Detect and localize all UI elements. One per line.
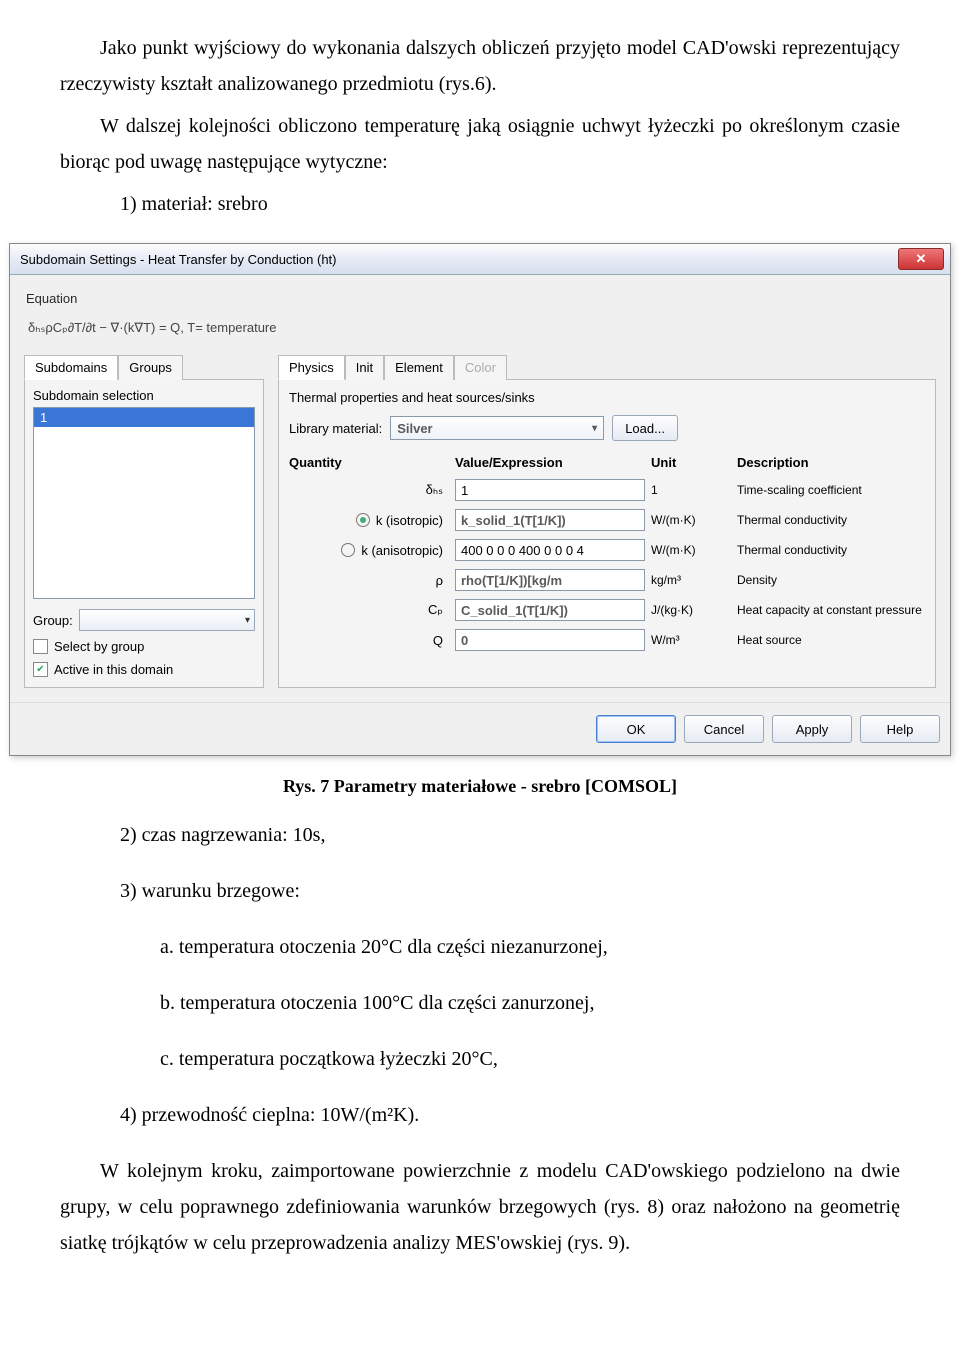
dialog-footer: OK Cancel Apply Help bbox=[10, 702, 950, 755]
subdomain-selection-label: Subdomain selection bbox=[33, 388, 255, 403]
paragraph-2: W dalszej kolejności obliczono temperatu… bbox=[60, 108, 900, 180]
document-intro: Jako punkt wyjściowy do wykonania dalszy… bbox=[0, 0, 960, 243]
tab-color[interactable]: Color bbox=[454, 355, 507, 380]
left-tabs: Subdomains Groups bbox=[24, 354, 264, 379]
properties-header: Quantity Value/Expression Unit Descripti… bbox=[289, 455, 925, 470]
left-panel: Subdomains Groups Subdomain selection 1 … bbox=[24, 354, 264, 688]
header-value: Value/Expression bbox=[455, 455, 645, 470]
subdomain-settings-dialog: Subdomain Settings - Heat Transfer by Co… bbox=[9, 243, 951, 756]
paragraph-1: Jako punkt wyjściowy do wykonania dalszy… bbox=[60, 30, 900, 102]
library-material-value: Silver bbox=[397, 421, 432, 436]
list-item-4: 4) przewodność cieplna: 10W/(m²K). bbox=[60, 1097, 900, 1133]
ok-button[interactable]: OK bbox=[596, 715, 676, 743]
equation-formula: δₕₛρCₚ∂T/∂t − ∇·(k∇T) = Q, T= temperatur… bbox=[26, 320, 934, 336]
select-by-group-checkbox[interactable] bbox=[33, 639, 48, 654]
equation-label: Equation bbox=[26, 291, 934, 306]
desc-label: Time-scaling coefficient bbox=[737, 483, 925, 497]
unit-label: W/m³ bbox=[651, 633, 731, 647]
qty-label: δₕₛ bbox=[426, 482, 443, 498]
help-button[interactable]: Help bbox=[860, 715, 940, 743]
list-item-2: 2) czas nagrzewania: 10s, bbox=[60, 817, 900, 853]
titlebar: Subdomain Settings - Heat Transfer by Co… bbox=[10, 244, 950, 275]
library-label: Library material: bbox=[289, 421, 382, 436]
physics-description: Thermal properties and heat sources/sink… bbox=[289, 390, 925, 405]
equation-section: Equation δₕₛρCₚ∂T/∂t − ∇·(k∇T) = Q, T= t… bbox=[24, 285, 936, 354]
tab-init[interactable]: Init bbox=[345, 355, 384, 380]
subdomain-listbox[interactable]: 1 bbox=[33, 407, 255, 599]
desc-label: Thermal conductivity bbox=[737, 543, 925, 557]
prop-row-k-aniso: k (anisotropic) 400 0 0 0 400 0 0 0 4 W/… bbox=[289, 538, 925, 562]
tab-physics[interactable]: Physics bbox=[278, 355, 345, 380]
value-input[interactable]: 1 bbox=[455, 479, 645, 501]
prop-row-delta: δₕₛ 1 1 Time-scaling coefficient bbox=[289, 478, 925, 502]
unit-label: J/(kg·K) bbox=[651, 603, 731, 617]
cancel-button[interactable]: Cancel bbox=[684, 715, 764, 743]
desc-label: Heat source bbox=[737, 633, 925, 647]
prop-row-rho: ρ rho(T[1/K])[kg/m kg/m³ Density bbox=[289, 568, 925, 592]
list-item-3a: a. temperatura otoczenia 20°C dla części… bbox=[60, 929, 900, 965]
radio-k-anisotropic[interactable] bbox=[341, 543, 355, 557]
radio-k-isotropic[interactable] bbox=[356, 513, 370, 527]
list-item-1: 1) materiał: srebro bbox=[60, 186, 900, 222]
paragraph-3: W kolejnym kroku, zaimportowane powierzc… bbox=[60, 1153, 900, 1261]
value-input[interactable]: C_solid_1(T[1/K]) bbox=[455, 599, 645, 621]
apply-button[interactable]: Apply bbox=[772, 715, 852, 743]
library-material-select[interactable]: Silver ▾ bbox=[390, 416, 604, 440]
qty-label: Cₚ bbox=[428, 602, 443, 618]
chevron-down-icon: ▾ bbox=[592, 423, 597, 434]
tab-subdomains[interactable]: Subdomains bbox=[24, 355, 118, 380]
list-item-3: 3) warunku brzegowe: bbox=[60, 873, 900, 909]
close-button[interactable]: ✕ bbox=[898, 248, 944, 270]
prop-row-q: Q 0 W/m³ Heat source bbox=[289, 628, 925, 652]
right-panel: Physics Init Element Color Thermal prope… bbox=[278, 354, 936, 688]
load-button[interactable]: Load... bbox=[612, 415, 678, 441]
qty-label: ρ bbox=[436, 573, 443, 588]
figure-caption: Rys. 7 Parametry materiałowe - srebro [C… bbox=[0, 776, 960, 797]
library-row: Library material: Silver ▾ Load... bbox=[289, 415, 925, 441]
unit-label: W/(m·K) bbox=[651, 543, 731, 557]
qty-label: Q bbox=[433, 633, 443, 648]
prop-row-cp: Cₚ C_solid_1(T[1/K]) J/(kg·K) Heat capac… bbox=[289, 598, 925, 622]
value-input[interactable]: rho(T[1/K])[kg/m bbox=[455, 569, 645, 591]
desc-label: Heat capacity at constant pressure bbox=[737, 603, 925, 617]
main-row: Subdomains Groups Subdomain selection 1 … bbox=[24, 354, 936, 688]
desc-label: Thermal conductivity bbox=[737, 513, 925, 527]
header-quantity: Quantity bbox=[289, 455, 449, 470]
prop-row-k-iso: k (isotropic) k_solid_1(T[1/K]) W/(m·K) … bbox=[289, 508, 925, 532]
unit-label: W/(m·K) bbox=[651, 513, 731, 527]
active-domain-label: Active in this domain bbox=[54, 662, 173, 677]
right-body: Thermal properties and heat sources/sink… bbox=[278, 379, 936, 688]
qty-label: k (isotropic) bbox=[376, 513, 443, 528]
document-body: 2) czas nagrzewania: 10s, 3) warunku brz… bbox=[0, 817, 960, 1321]
group-row: Group: ▾ bbox=[33, 609, 255, 631]
value-input[interactable]: 400 0 0 0 400 0 0 0 4 bbox=[455, 539, 645, 561]
dialog-title: Subdomain Settings - Heat Transfer by Co… bbox=[20, 252, 337, 267]
group-combo[interactable]: ▾ bbox=[79, 609, 255, 631]
right-tabs: Physics Init Element Color bbox=[278, 354, 936, 379]
list-item-3b: b. temperatura otoczenia 100°C dla częśc… bbox=[60, 985, 900, 1021]
value-input[interactable]: k_solid_1(T[1/K]) bbox=[455, 509, 645, 531]
desc-label: Density bbox=[737, 573, 925, 587]
group-label: Group: bbox=[33, 613, 73, 628]
chevron-down-icon: ▾ bbox=[245, 615, 250, 626]
list-item[interactable]: 1 bbox=[34, 408, 254, 427]
value-input[interactable]: 0 bbox=[455, 629, 645, 651]
qty-label: k (anisotropic) bbox=[361, 543, 443, 558]
select-by-group-label: Select by group bbox=[54, 639, 144, 654]
header-description: Description bbox=[737, 455, 925, 470]
select-by-group-row: Select by group bbox=[33, 639, 255, 654]
active-domain-row: ✔ Active in this domain bbox=[33, 662, 255, 677]
tab-element[interactable]: Element bbox=[384, 355, 454, 380]
left-body: Subdomain selection 1 Group: ▾ Select by… bbox=[24, 379, 264, 688]
unit-label: 1 bbox=[651, 483, 731, 497]
close-icon: ✕ bbox=[916, 251, 927, 267]
dialog-body: Equation δₕₛρCₚ∂T/∂t − ∇·(k∇T) = Q, T= t… bbox=[10, 275, 950, 702]
unit-label: kg/m³ bbox=[651, 573, 731, 587]
tab-groups[interactable]: Groups bbox=[118, 355, 183, 380]
header-unit: Unit bbox=[651, 455, 731, 470]
list-item-3c: c. temperatura początkowa łyżeczki 20°C, bbox=[60, 1041, 900, 1077]
active-domain-checkbox[interactable]: ✔ bbox=[33, 662, 48, 677]
